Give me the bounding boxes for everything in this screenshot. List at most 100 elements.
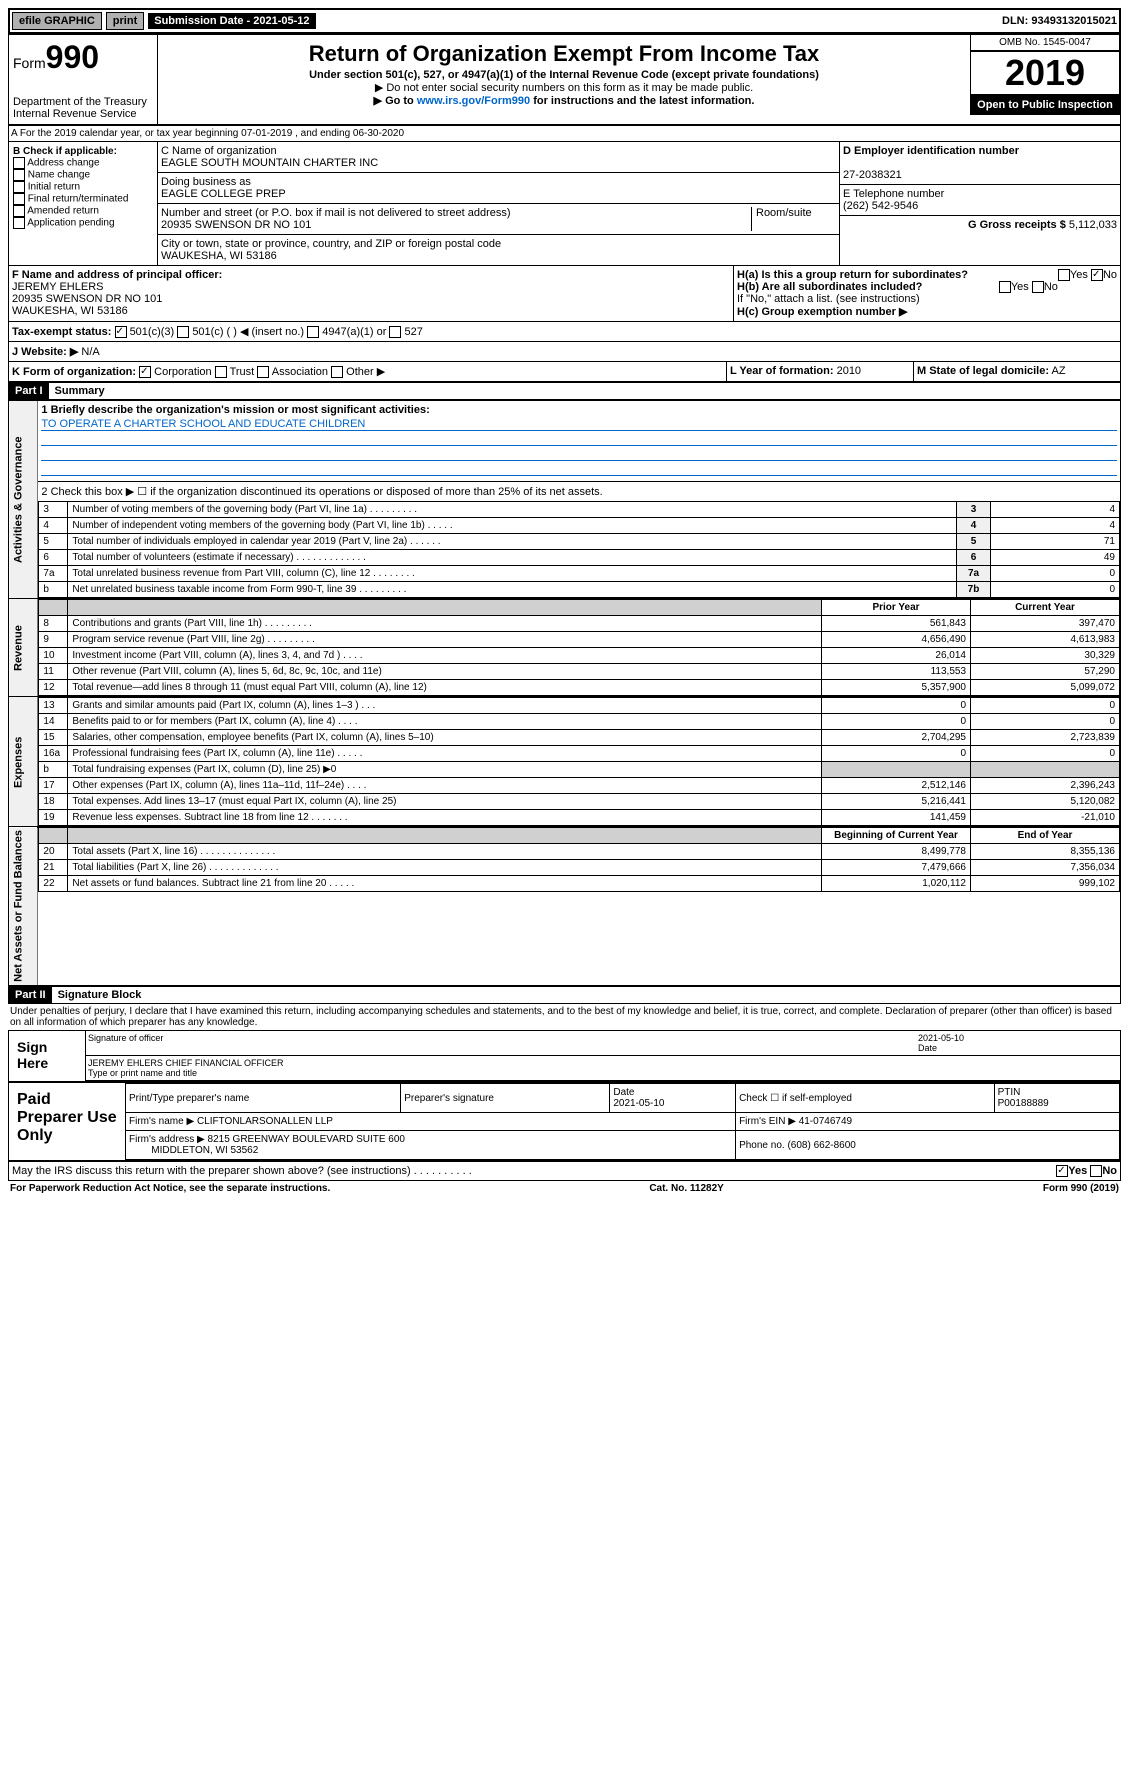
- website: N/A: [81, 346, 99, 358]
- 501c-checkbox[interactable]: [177, 326, 189, 338]
- subtitle-2: ▶ Do not enter social security numbers o…: [162, 81, 966, 94]
- subtitle-1: Under section 501(c), 527, or 4947(a)(1)…: [309, 69, 819, 81]
- discuss-text: May the IRS discuss this return with the…: [12, 1165, 472, 1177]
- dba-label: Doing business as: [161, 176, 251, 188]
- print-button[interactable]: print: [106, 12, 144, 30]
- sig-date: 2021-05-10: [918, 1033, 964, 1043]
- e-label: E Telephone number: [843, 188, 944, 200]
- sign-here: Sign Here: [9, 1031, 86, 1081]
- city-state: WAUKESHA, WI 53186: [161, 250, 277, 262]
- b-label: B Check if applicable:: [13, 146, 117, 157]
- dba-name: EAGLE COLLEGE PREP: [161, 188, 286, 200]
- city-label: City or town, state or province, country…: [161, 238, 501, 250]
- ptin: P00188889: [998, 1098, 1049, 1109]
- initial-return-checkbox[interactable]: [13, 181, 25, 193]
- omb-number: OMB No. 1545-0047: [970, 35, 1120, 51]
- firm-addr: 8215 GREENWAY BOULEVARD SUITE 600: [208, 1134, 405, 1145]
- sig-officer-label: Signature of officer: [86, 1031, 916, 1056]
- final-return-checkbox[interactable]: [13, 193, 25, 205]
- year-formed: 2010: [837, 365, 861, 377]
- discuss-yes-checkbox[interactable]: [1056, 1165, 1068, 1177]
- paperwork-notice: For Paperwork Reduction Act Notice, see …: [10, 1183, 330, 1194]
- i-label: Tax-exempt status:: [12, 326, 111, 338]
- f-label: F Name and address of principal officer:: [12, 269, 222, 281]
- ha-no-checkbox[interactable]: [1091, 269, 1103, 281]
- domicile: AZ: [1051, 365, 1065, 377]
- h-note: If "No," attach a list. (see instruction…: [737, 293, 1117, 305]
- expenses-label: Expenses: [9, 697, 38, 827]
- street-addr: 20935 SWENSON DR NO 101: [161, 219, 311, 231]
- amended-checkbox[interactable]: [13, 205, 25, 217]
- officer-addr2: WAUKESHA, WI 53186: [12, 305, 128, 317]
- j-label: J Website: ▶: [12, 346, 78, 358]
- corp-checkbox[interactable]: [139, 366, 151, 378]
- dln-label: DLN: 93493132015021: [1002, 15, 1117, 27]
- irs-label: Internal Revenue Service: [13, 108, 153, 120]
- firm-city: MIDDLETON, WI 53562: [151, 1145, 258, 1156]
- mission-text: TO OPERATE A CHARTER SCHOOL AND EDUCATE …: [41, 418, 1117, 431]
- goto-suffix: for instructions and the latest informat…: [530, 95, 754, 107]
- trust-checkbox[interactable]: [215, 366, 227, 378]
- signature-block: Sign Here Signature of officer2021-05-10…: [8, 1030, 1121, 1082]
- officer-sig-name: JEREMY EHLERS CHIEF FINANCIAL OFFICER: [88, 1058, 284, 1068]
- firm-phone: (608) 662-8600: [787, 1140, 855, 1151]
- part2-title: Signature Block: [52, 987, 148, 1003]
- efile-label: efile GRAPHIC: [12, 12, 102, 30]
- revenue-label: Revenue: [9, 599, 38, 697]
- other-checkbox[interactable]: [331, 366, 343, 378]
- submission-date: Submission Date - 2021-05-12: [148, 13, 315, 29]
- officer-addr1: 20935 SWENSON DR NO 101: [12, 293, 162, 305]
- prep-date: 2021-05-10: [613, 1098, 664, 1109]
- form-header: Form990 Department of the Treasury Inter…: [8, 34, 1121, 125]
- k-label: K Form of organization:: [12, 366, 136, 378]
- form-number: 990: [46, 39, 99, 75]
- summary-table: Activities & Governance 1 Briefly descri…: [8, 400, 1121, 986]
- irs-link[interactable]: www.irs.gov/Form990: [417, 95, 530, 107]
- discuss-no-checkbox[interactable]: [1090, 1165, 1102, 1177]
- room-label: Room/suite: [751, 207, 836, 231]
- prep-name-hdr: Print/Type preparer's name: [126, 1084, 401, 1113]
- name-change-checkbox[interactable]: [13, 169, 25, 181]
- cat-no: Cat. No. 11282Y: [649, 1183, 723, 1194]
- governance-label: Activities & Governance: [9, 401, 38, 599]
- prep-sig-hdr: Preparer's signature: [401, 1084, 610, 1113]
- ha-label: H(a) Is this a group return for subordin…: [737, 269, 968, 281]
- phone-value: (262) 542-9546: [843, 200, 918, 212]
- part1-header: Part I: [9, 383, 49, 399]
- g-label: G Gross receipts $: [968, 219, 1066, 231]
- org-name: EAGLE SOUTH MOUNTAIN CHARTER INC: [161, 157, 378, 169]
- netassets-label: Net Assets or Fund Balances: [9, 827, 38, 986]
- hb-label: H(b) Are all subordinates included?: [737, 281, 922, 293]
- open-public: Open to Public Inspection: [970, 95, 1120, 115]
- l-label: L Year of formation:: [730, 365, 834, 377]
- gross-receipts: 5,112,033: [1069, 219, 1117, 231]
- 4947-checkbox[interactable]: [307, 326, 319, 338]
- entity-block: B Check if applicable: Address change Na…: [8, 142, 1121, 266]
- firm-ein: 41-0746749: [799, 1116, 852, 1127]
- officer-name: JEREMY EHLERS: [12, 281, 104, 293]
- firm-name: CLIFTONLARSONALLEN LLP: [197, 1116, 333, 1127]
- paid-preparer-label: Paid Preparer Use Only: [9, 1083, 125, 1160]
- hb-yes-checkbox[interactable]: [999, 281, 1011, 293]
- assoc-checkbox[interactable]: [257, 366, 269, 378]
- 501c3-checkbox[interactable]: [115, 326, 127, 338]
- declaration: Under penalties of perjury, I declare th…: [8, 1004, 1121, 1030]
- 527-checkbox[interactable]: [389, 326, 401, 338]
- application-checkbox[interactable]: [13, 217, 25, 229]
- ha-yes-checkbox[interactable]: [1058, 269, 1070, 281]
- section-a: A For the 2019 calendar year, or tax yea…: [8, 125, 1121, 142]
- part2-header: Part II: [9, 987, 52, 1003]
- ein-value: 27-2038321: [843, 169, 902, 181]
- q2-text: 2 Check this box ▶ ☐ if the organization…: [38, 482, 1120, 501]
- m-label: M State of legal domicile:: [917, 365, 1049, 377]
- hc-label: H(c) Group exemption number ▶: [737, 306, 907, 318]
- name-title-label: Type or print name and title: [88, 1068, 197, 1078]
- date-label: Date: [918, 1043, 937, 1053]
- tax-year: 2019: [970, 51, 1120, 95]
- form-title: Return of Organization Exempt From Incom…: [162, 41, 966, 67]
- q1-text: 1 Briefly describe the organization's mi…: [41, 404, 429, 416]
- addr-change-checkbox[interactable]: [13, 157, 25, 169]
- top-bar: efile GRAPHIC print Submission Date - 20…: [8, 8, 1121, 34]
- hb-no-checkbox[interactable]: [1032, 281, 1044, 293]
- c-name-label: C Name of organization: [161, 145, 277, 157]
